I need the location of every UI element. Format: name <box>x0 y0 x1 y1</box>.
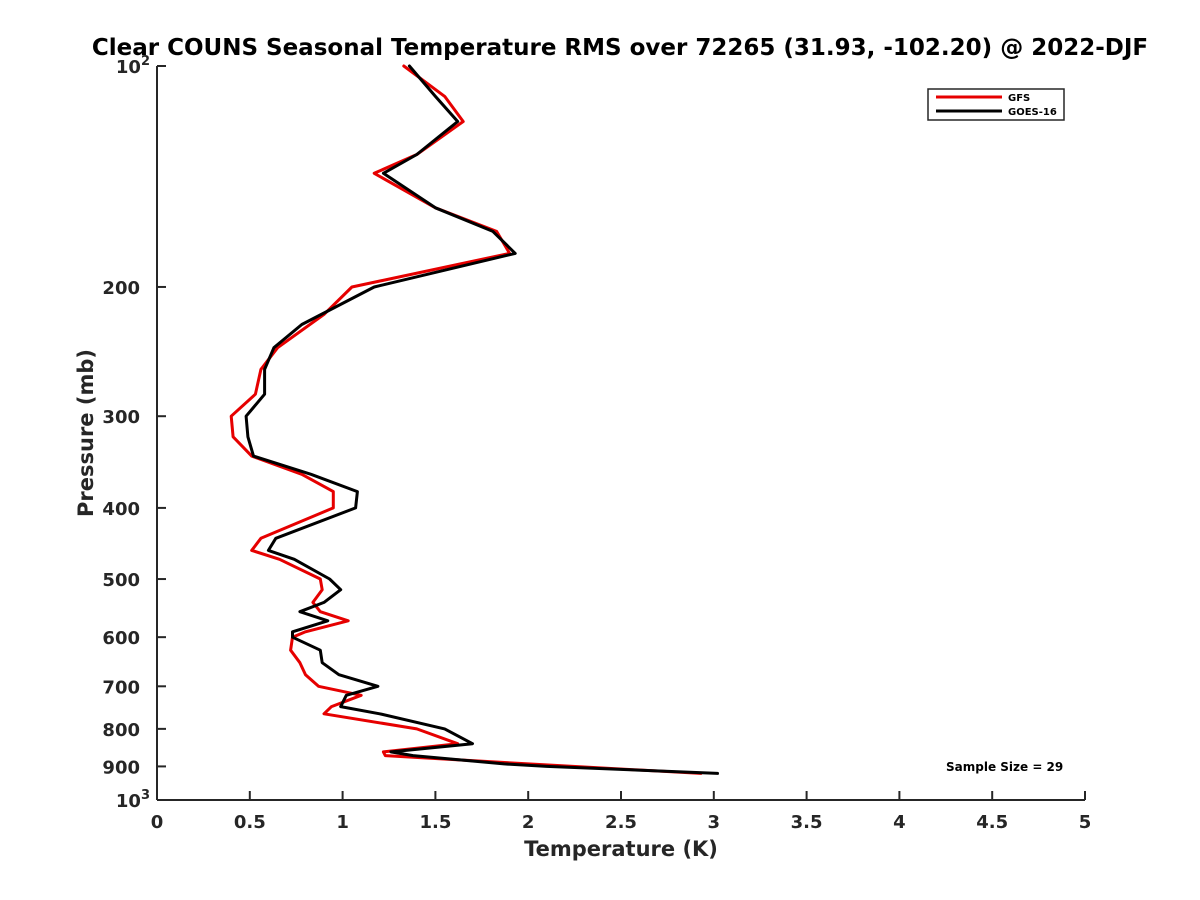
x-tick-label: 5 <box>1079 812 1092 833</box>
y-tick-label: 600 <box>102 628 140 649</box>
y-tick-label: 300 <box>102 407 140 428</box>
y-axis-label: Pressure (mb) <box>74 349 98 517</box>
x-tick-label: 2 <box>522 812 535 833</box>
series-line-gfs <box>229 64 703 775</box>
y-tick-label: 800 <box>102 720 140 741</box>
chart-title: Clear COUNS Seasonal Temperature RMS ove… <box>92 35 1148 61</box>
x-tick-label: 1.5 <box>419 812 451 833</box>
y-tick-label: 200 <box>102 278 140 299</box>
x-tick-label: 4.5 <box>976 812 1008 833</box>
y-tick-label: 900 <box>102 757 140 778</box>
x-tick-label: 0.5 <box>234 812 266 833</box>
legend-entry: GOES-16 <box>1008 107 1057 118</box>
legend-entry: GFS <box>1008 93 1030 104</box>
x-axis-ticks: 0 0.5 1 1.5 2 2.5 3 3.5 4 4.5 5 <box>151 791 1092 833</box>
y-tick-label: 400 <box>102 499 140 520</box>
x-tick-label: 1 <box>336 812 349 833</box>
x-tick-label: 0 <box>151 812 164 833</box>
y-axis-ticks: 102 200 300 400 500 600 700 800 900 103 <box>102 54 166 812</box>
y-tick-label: 500 <box>102 570 140 591</box>
y-tick-label: 102 <box>116 54 150 78</box>
legend: GFS GOES-16 <box>927 88 1065 121</box>
sample-size-annotation: Sample Size = 29 <box>946 760 1063 774</box>
x-tick-label: 4 <box>893 812 906 833</box>
x-tick-label: 2.5 <box>605 812 637 833</box>
x-tick-label: 3.5 <box>791 812 823 833</box>
x-axis-label: Temperature (K) <box>524 837 718 861</box>
legend-box <box>927 88 1065 121</box>
series-line-goes-16 <box>244 64 719 775</box>
x-tick-label: 3 <box>708 812 721 833</box>
plot-lines <box>229 64 719 775</box>
y-tick-label: 103 <box>116 788 150 812</box>
y-tick-label: 700 <box>102 677 140 698</box>
axes <box>156 66 1085 801</box>
